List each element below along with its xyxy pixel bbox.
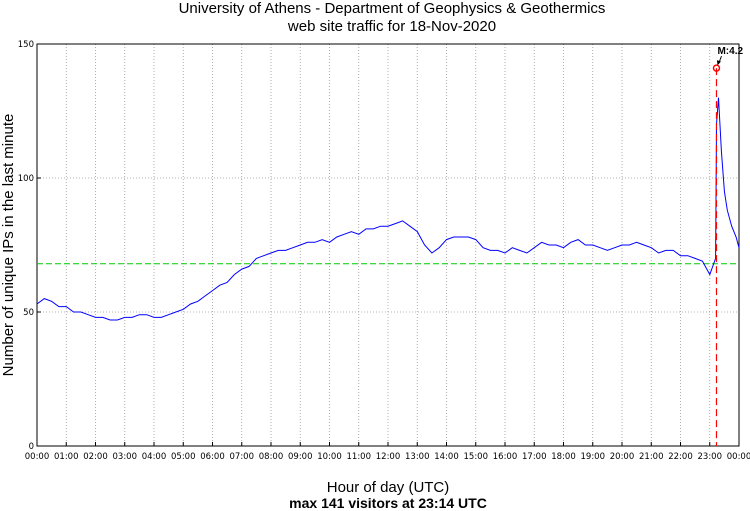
x-tick-label: 08:00 xyxy=(259,452,284,462)
x-tick-label: 23:00 xyxy=(698,452,723,462)
y-tick-label: 50 xyxy=(23,308,34,318)
x-tick-label: 16:00 xyxy=(493,452,518,462)
y-axis-label: Number of unique IPs in the last minute xyxy=(0,114,17,377)
x-tick-label: 15:00 xyxy=(464,452,489,462)
x-tick-label: 11:00 xyxy=(347,452,372,462)
x-tick-label: 00:00 xyxy=(25,452,50,462)
y-axis-ticks: 0 50 100 150 xyxy=(18,40,41,452)
series-line-traffic xyxy=(36,97,740,321)
x-tick-label: 12:00 xyxy=(376,452,401,462)
y-tick-label: 150 xyxy=(18,40,34,50)
x-tick-label: 19:00 xyxy=(581,452,606,462)
y-tick-label: 0 xyxy=(29,442,34,452)
x-tick-label: 06:00 xyxy=(200,452,225,462)
event-arrowhead xyxy=(716,60,721,66)
x-tick-label: 04:00 xyxy=(142,452,167,462)
footer-summary: max 141 visitors at 23:14 UTC xyxy=(289,495,487,511)
y-tick-label: 100 xyxy=(18,174,34,184)
chart-title: University of Athens - Department of Geo… xyxy=(179,0,606,17)
x-tick-label: 20:00 xyxy=(610,452,635,462)
x-tick-label: 02:00 xyxy=(83,452,108,462)
x-tick-label: 03:00 xyxy=(113,452,138,462)
x-axis-label: Hour of day (UTC) xyxy=(327,479,450,496)
x-axis-ticks: 00:00 01:00 02:00 03:00 04:00 05:00 06:00 07:00… xyxy=(25,442,750,462)
x-tick-label: 07:00 xyxy=(230,452,255,462)
x-tick-label: 18:00 xyxy=(551,452,576,462)
event-marker-dot xyxy=(712,64,721,72)
chart-subtitle: web site traffic for 18-Nov-2020 xyxy=(287,18,496,35)
x-tick-label: 01:00 xyxy=(54,452,79,462)
x-tick-label: 14:00 xyxy=(434,452,459,462)
x-tick-label: 13:00 xyxy=(405,452,430,462)
x-tick-label: 05:00 xyxy=(171,452,196,462)
x-tick-label: 10:00 xyxy=(317,452,342,462)
x-tick-label: 22:00 xyxy=(668,452,693,462)
x-tick-label: 00:00 xyxy=(727,452,750,462)
grid-lines xyxy=(37,44,739,446)
x-tick-label: 17:00 xyxy=(522,452,547,462)
event-label: M:4.2 xyxy=(717,46,743,57)
x-tick-label: 21:00 xyxy=(639,452,664,462)
x-tick-label: 09:00 xyxy=(288,452,313,462)
